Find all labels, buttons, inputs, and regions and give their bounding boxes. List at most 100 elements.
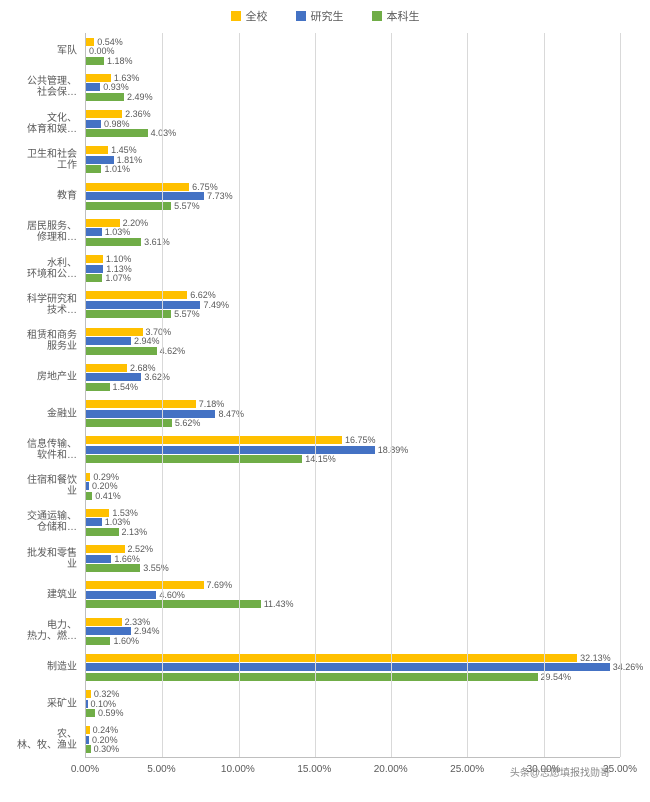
bar: [86, 274, 102, 282]
legend-swatch: [296, 11, 306, 21]
bar-value-label: 0.54%: [97, 38, 123, 46]
y-tick-label: 公共管理、社会保…: [5, 76, 77, 98]
y-tick-label: 交通运输、仓储和…: [5, 511, 77, 533]
bar: [86, 255, 103, 263]
y-tick-label: 教育: [5, 191, 77, 202]
bar: [86, 83, 100, 91]
bar: [86, 38, 94, 46]
bar: [86, 419, 172, 427]
bar: [86, 436, 342, 444]
y-tick-label: 卫生和社会工作: [5, 149, 77, 171]
x-tick-label: 5.00%: [147, 764, 175, 775]
bar-value-label: 1.03%: [105, 518, 131, 526]
bar: [86, 492, 92, 500]
x-tick-label: 25.00%: [450, 764, 484, 775]
bar-value-label: 2.13%: [122, 528, 148, 536]
gridline: [620, 33, 621, 757]
bar: [86, 627, 131, 635]
bar-value-label: 2.94%: [134, 337, 160, 345]
plot-area: 0.54%0.00%1.18%1.63%0.93%2.49%2.36%0.98%…: [85, 33, 620, 758]
bar-value-label: 18.89%: [378, 446, 409, 454]
bar: [86, 192, 204, 200]
legend: 全校研究生本科生: [0, 0, 650, 28]
bar: [86, 265, 103, 273]
bar-value-label: 7.69%: [207, 581, 233, 589]
legend-swatch: [372, 11, 382, 21]
bar-value-label: 32.13%: [580, 654, 611, 662]
legend-label: 本科生: [387, 8, 420, 24]
bar: [86, 618, 122, 626]
bar-value-label: 4.03%: [151, 129, 177, 137]
bar-value-label: 7.49%: [203, 301, 229, 309]
bar: [86, 545, 125, 553]
bar: [86, 74, 111, 82]
bar-value-label: 0.41%: [95, 492, 121, 500]
bar: [86, 673, 538, 681]
bar: [86, 165, 101, 173]
bar-value-label: 34.26%: [613, 663, 644, 671]
bar: [86, 726, 90, 734]
legend-item: 全校: [231, 8, 268, 24]
y-tick-label: 批发和零售业: [5, 548, 77, 570]
bar-value-label: 0.98%: [104, 120, 130, 128]
bar-value-label: 3.62%: [144, 373, 170, 381]
y-tick-label: 农、林、牧、渔业: [5, 729, 77, 751]
bar-value-label: 29.54%: [541, 673, 572, 681]
bar: [86, 328, 143, 336]
bar: [86, 663, 610, 671]
bar-chart: 0.54%0.00%1.18%1.63%0.93%2.49%2.36%0.98%…: [5, 28, 645, 788]
bar-value-label: 1.13%: [106, 265, 132, 273]
bar: [86, 410, 215, 418]
gridline: [315, 33, 316, 757]
bar-value-label: 8.47%: [218, 410, 244, 418]
bar: [86, 690, 91, 698]
bar-value-label: 0.20%: [92, 482, 118, 490]
bar-value-label: 1.18%: [107, 57, 133, 65]
bar-value-label: 3.61%: [144, 238, 170, 246]
y-tick-label: 采矿业: [5, 698, 77, 709]
bar: [86, 473, 90, 481]
bar-value-label: 1.66%: [114, 555, 140, 563]
bar: [86, 238, 141, 246]
bar-value-label: 1.60%: [113, 637, 139, 645]
bar: [86, 700, 88, 708]
y-tick-label: 水利、环境和公…: [5, 258, 77, 280]
bar: [86, 564, 140, 572]
bars-container: 0.54%0.00%1.18%1.63%0.93%2.49%2.36%0.98%…: [86, 33, 620, 757]
bar: [86, 120, 101, 128]
bar-value-label: 0.29%: [93, 473, 119, 481]
watermark: 头条@志愿填报找勋哥: [510, 764, 610, 779]
bar-value-label: 2.94%: [134, 627, 160, 635]
gridline: [467, 33, 468, 757]
bar: [86, 581, 204, 589]
bar-value-label: 1.63%: [114, 74, 140, 82]
bar-value-label: 0.30%: [94, 745, 120, 753]
bar: [86, 383, 110, 391]
bar-value-label: 2.49%: [127, 93, 153, 101]
bar: [86, 446, 375, 454]
bar: [86, 93, 124, 101]
bar-value-label: 0.59%: [98, 709, 124, 717]
bar-value-label: 1.54%: [113, 383, 139, 391]
bar-value-label: 5.57%: [174, 202, 200, 210]
y-tick-label: 制造业: [5, 662, 77, 673]
bar-value-label: 1.01%: [104, 165, 130, 173]
bar-value-label: 0.10%: [91, 700, 117, 708]
bar: [86, 364, 127, 372]
y-tick-label: 信息传输、软件和…: [5, 439, 77, 461]
gridline: [162, 33, 163, 757]
x-axis: 0.00%5.00%10.00%15.00%20.00%25.00%30.00%…: [85, 758, 620, 778]
bar: [86, 310, 171, 318]
bar-value-label: 0.00%: [89, 47, 115, 55]
bar: [86, 455, 302, 463]
bar: [86, 146, 108, 154]
bar: [86, 654, 577, 662]
bar-value-label: 0.24%: [93, 726, 119, 734]
bar: [86, 736, 89, 744]
bar-value-label: 3.55%: [143, 564, 169, 572]
bar: [86, 129, 148, 137]
bar-value-label: 0.93%: [103, 83, 129, 91]
bar: [86, 518, 102, 526]
gridline: [391, 33, 392, 757]
bar: [86, 591, 156, 599]
